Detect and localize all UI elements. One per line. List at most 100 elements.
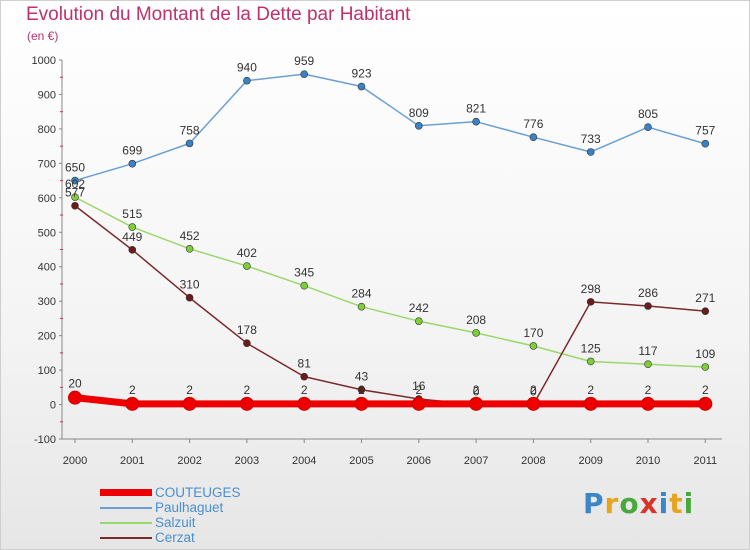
- data-point: [357, 385, 366, 394]
- logo-letter: i: [683, 487, 695, 520]
- data-label: 776: [523, 117, 543, 131]
- data-label: 452: [180, 229, 200, 243]
- unit-label: (en €): [27, 29, 59, 43]
- legend-item: Cerzat: [100, 530, 241, 545]
- data-label: 2: [129, 383, 136, 397]
- logo-letter: P: [583, 487, 605, 520]
- data-point: [71, 176, 79, 185]
- data-label: 345: [294, 266, 314, 280]
- y-tick-label: 800: [38, 124, 56, 136]
- chart-title: Evolution du Montant de la Dette par Hab…: [26, 4, 411, 25]
- x-tick-label: 2004: [292, 455, 316, 467]
- legend-item: COUTEUGES: [100, 485, 241, 500]
- data-point: [243, 339, 251, 348]
- data-label: 170: [523, 326, 543, 340]
- series-line-cerzat: [74, 204, 707, 406]
- data-label: 577: [65, 186, 85, 200]
- logo-letter: x: [639, 487, 659, 520]
- x-tick-label: 2011: [693, 455, 717, 467]
- x-tick-label: 2002: [177, 455, 201, 467]
- x-tick-label: 2009: [578, 455, 602, 467]
- data-label: 923: [351, 67, 371, 81]
- data-label: 402: [237, 246, 257, 260]
- data-label: 449: [122, 230, 142, 244]
- x-tick-label: 2008: [521, 455, 545, 467]
- legend-swatch: [100, 536, 152, 539]
- data-point: [182, 396, 197, 411]
- y-tick-label: 700: [38, 158, 56, 170]
- data-label: 2: [645, 383, 652, 397]
- data-label: 310: [180, 278, 200, 292]
- x-tick-label: 2003: [235, 455, 259, 467]
- data-point: [701, 139, 710, 148]
- logo-letter: i: [658, 487, 670, 520]
- data-point: [243, 262, 251, 270]
- data-point: [701, 363, 710, 371]
- data-point: [644, 302, 652, 310]
- data-label: 20: [68, 377, 82, 391]
- data-point: [185, 245, 194, 253]
- data-point: [185, 293, 194, 302]
- logo-letter: r: [604, 487, 620, 520]
- data-label: 758: [180, 123, 200, 137]
- data-point: [128, 246, 137, 254]
- data-point: [472, 329, 480, 337]
- data-label: 2: [473, 383, 480, 397]
- data-point: [526, 396, 541, 411]
- y-tick-label: 100: [38, 365, 56, 377]
- data-point: [71, 201, 79, 210]
- data-point: [128, 159, 137, 168]
- legend-item: Paulhaguet: [100, 500, 241, 515]
- logo-letter: t: [669, 487, 684, 520]
- data-point: [529, 133, 538, 141]
- legend-swatch: [100, 521, 152, 524]
- legend-label: Paulhaguet: [155, 500, 224, 515]
- data-label: 0: [530, 385, 537, 399]
- data-point: [414, 122, 423, 130]
- data-point: [586, 298, 595, 306]
- data-point: [357, 82, 366, 91]
- legend-item: Salzuit: [100, 515, 241, 530]
- data-label: 109: [695, 347, 715, 361]
- data-label: 821: [466, 102, 486, 116]
- data-label: 208: [466, 313, 486, 327]
- data-label: 284: [351, 287, 371, 301]
- data-point: [185, 139, 194, 148]
- data-label: 2: [301, 383, 308, 397]
- proxiti-logo: Proxiti: [583, 487, 694, 520]
- data-point: [586, 148, 595, 156]
- data-label: 81: [298, 357, 312, 371]
- data-label: 2: [358, 383, 365, 397]
- y-tick-label: 1000: [32, 55, 56, 67]
- data-point: [243, 76, 251, 85]
- data-label: 271: [695, 291, 715, 305]
- data-point: [414, 317, 423, 325]
- y-tick-label: 300: [38, 296, 56, 308]
- x-tick-label: 2007: [464, 455, 488, 467]
- data-point: [472, 117, 480, 126]
- y-tick-label: 400: [38, 262, 56, 274]
- series-line-salzuit: [74, 196, 707, 368]
- data-label: 809: [409, 106, 429, 120]
- data-point: [469, 396, 484, 411]
- legend-swatch: [100, 489, 152, 496]
- data-point: [239, 396, 254, 411]
- data-point: [300, 70, 309, 78]
- x-tick-label: 2005: [349, 455, 373, 467]
- data-point: [411, 396, 426, 411]
- data-label: 940: [237, 61, 257, 75]
- y-tick-label: 600: [38, 193, 56, 205]
- y-tick-label: 200: [38, 331, 56, 343]
- data-point: [128, 223, 137, 231]
- legend-label: COUTEUGES: [155, 485, 241, 500]
- data-label: 602: [65, 177, 85, 191]
- data-point: [68, 390, 82, 405]
- data-point: [354, 396, 369, 411]
- data-point: [300, 281, 309, 290]
- data-label: 757: [695, 124, 715, 138]
- data-label: 178: [237, 323, 257, 337]
- x-tick-label: 2001: [120, 455, 144, 467]
- data-label: 298: [581, 282, 601, 296]
- x-tick-label: 2006: [407, 455, 431, 467]
- data-label: 805: [638, 107, 658, 121]
